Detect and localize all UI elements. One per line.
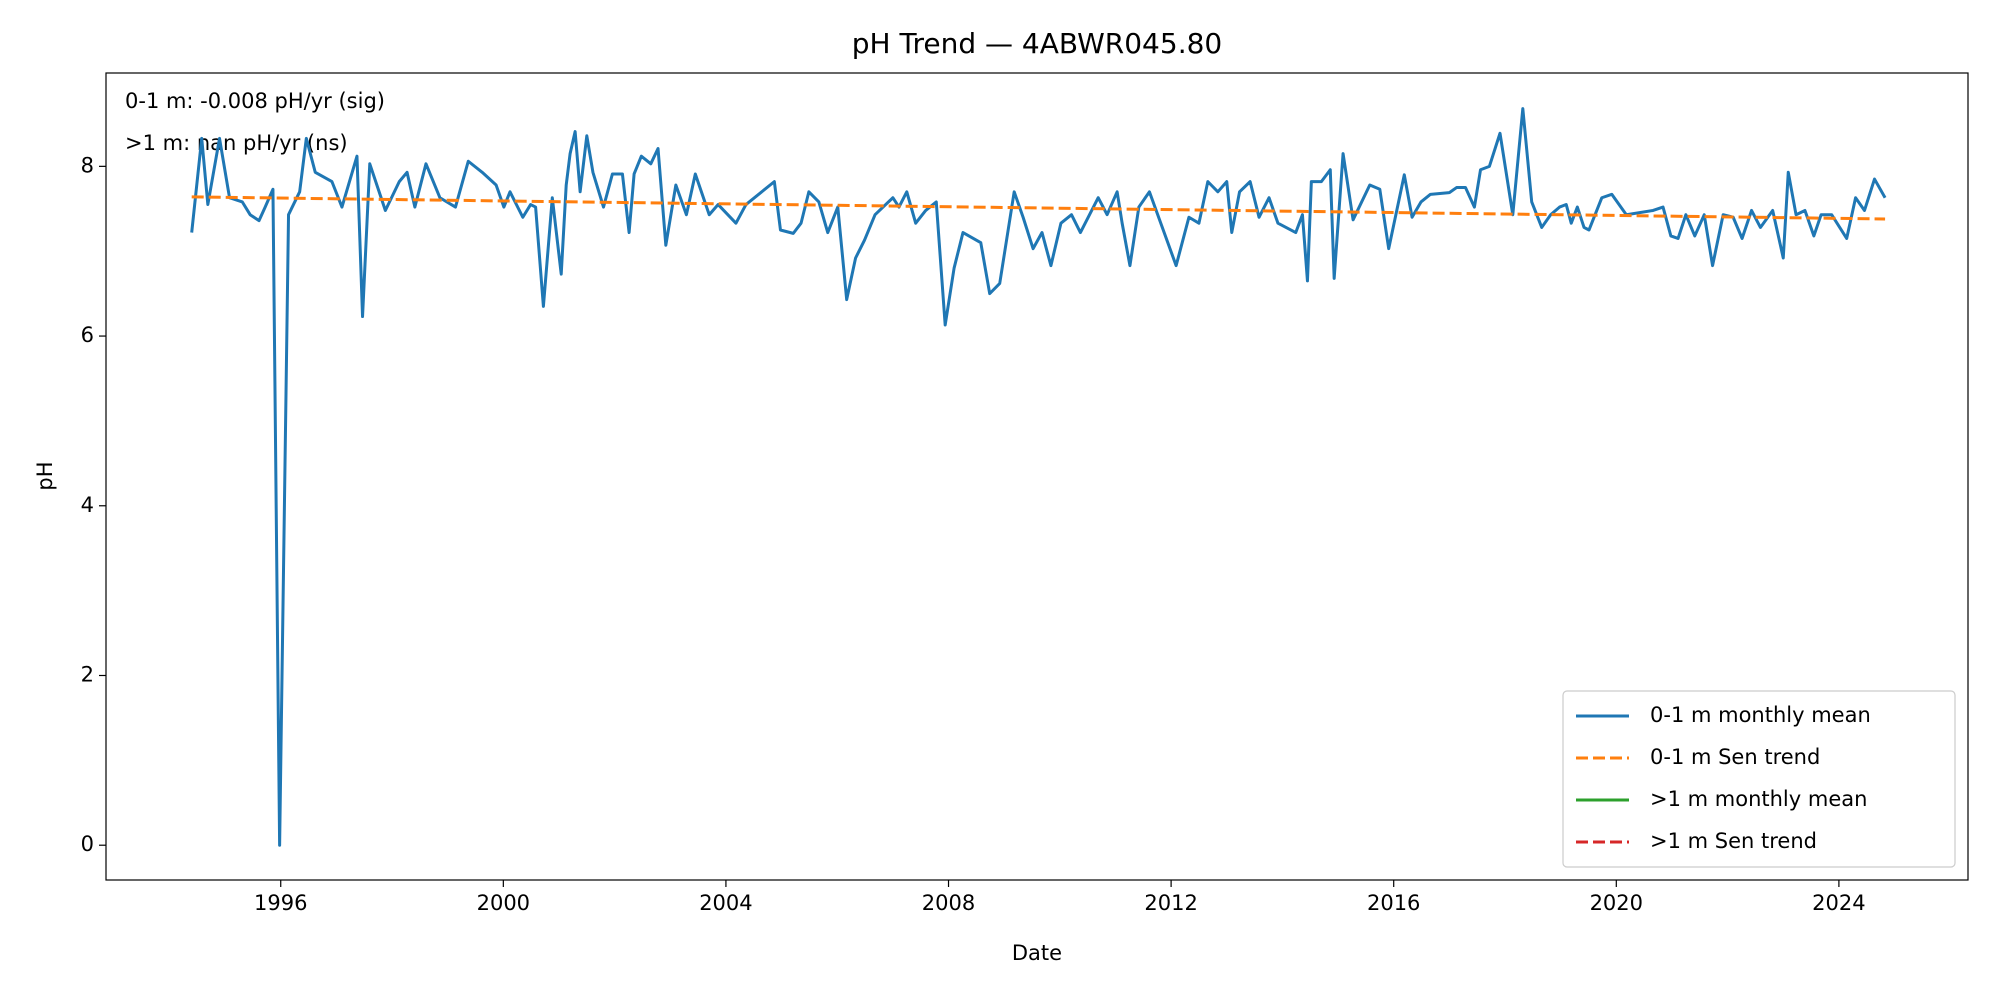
x-tick-label: 2000 [477, 891, 530, 915]
legend-label: 0-1 m Sen trend [1650, 745, 1820, 769]
legend-box [1562, 690, 1956, 868]
legend-label: >1 m Sen trend [1650, 829, 1817, 853]
data-line [191, 195, 1886, 221]
x-tick-label: 2008 [922, 891, 975, 915]
plot-frame [105, 72, 1969, 881]
annotation: >1 m: nan pH/yr (ns) [125, 131, 348, 155]
x-tick-label: 2004 [699, 891, 752, 915]
x-tick-label: 2012 [1144, 891, 1197, 915]
y-tick-label: 6 [81, 323, 94, 347]
legend-label: 0-1 m monthly mean [1650, 703, 1871, 727]
x-tick-label: 2020 [1590, 891, 1643, 915]
x-tick-label: 2024 [1812, 891, 1865, 915]
annotation: 0-1 m: -0.008 pH/yr (sig) [125, 89, 385, 113]
y-tick-label: 2 [81, 662, 94, 686]
chart-title: pH Trend — 4ABWR045.80 [852, 27, 1222, 60]
x-tick-label: 1996 [254, 891, 307, 915]
x-axis-label: Date [1012, 941, 1062, 965]
y-tick-label: 8 [81, 153, 94, 177]
data-line [190, 107, 1887, 847]
y-tick-label: 4 [81, 493, 94, 517]
x-tick-label: 2016 [1367, 891, 1420, 915]
legend-label: >1 m monthly mean [1650, 787, 1867, 811]
y-tick-label: 0 [81, 832, 94, 856]
y-axis-label: pH [33, 461, 57, 490]
